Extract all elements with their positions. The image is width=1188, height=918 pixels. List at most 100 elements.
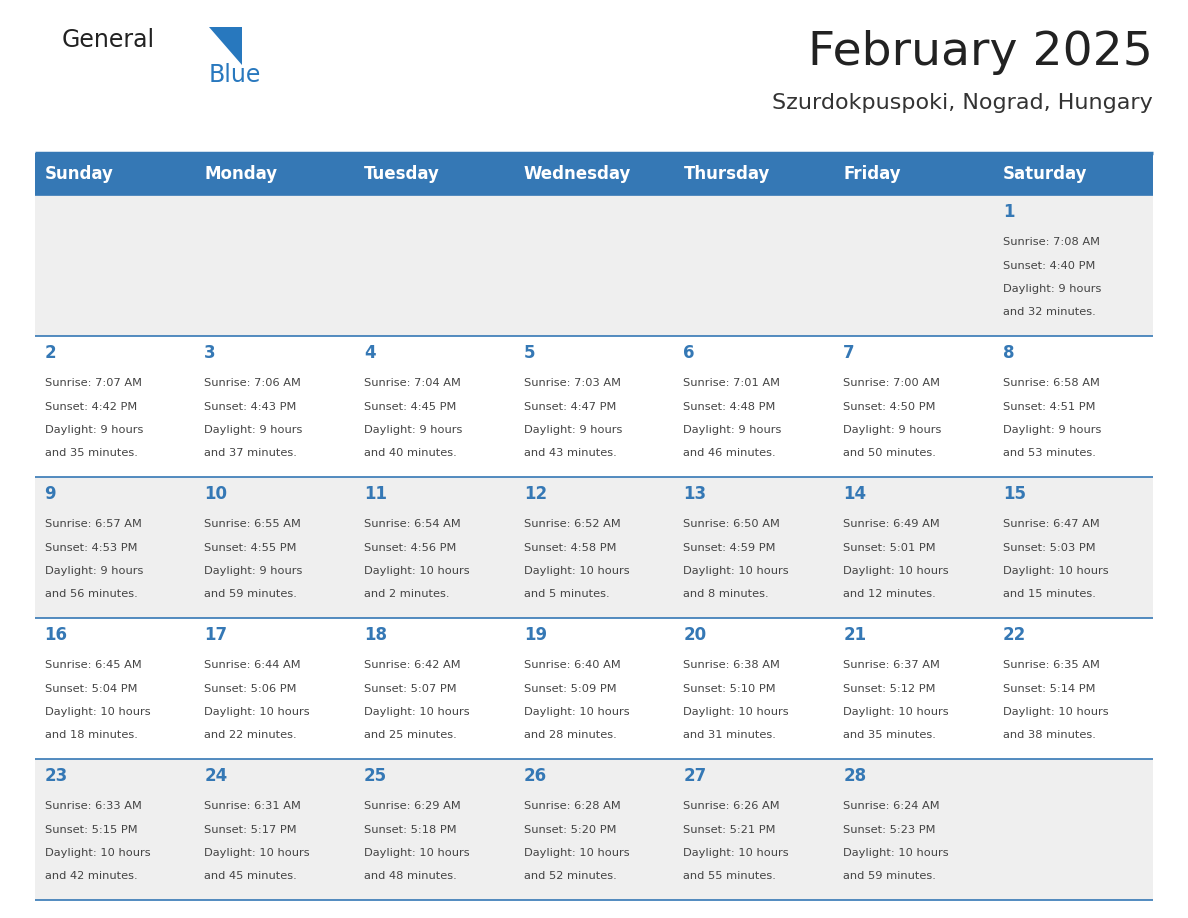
Text: and 52 minutes.: and 52 minutes. — [524, 871, 617, 881]
Text: Tuesday: Tuesday — [364, 165, 440, 183]
Text: Sunset: 5:21 PM: Sunset: 5:21 PM — [683, 824, 776, 834]
Bar — [34, 153, 195, 195]
Text: Daylight: 10 hours: Daylight: 10 hours — [683, 707, 789, 717]
Text: 2: 2 — [45, 344, 56, 363]
Text: 23: 23 — [45, 767, 68, 786]
Bar — [514, 153, 674, 195]
Text: Sunrise: 7:08 AM: Sunrise: 7:08 AM — [1003, 237, 1100, 247]
Text: Sunrise: 7:06 AM: Sunrise: 7:06 AM — [204, 378, 302, 388]
Text: Sunrise: 6:26 AM: Sunrise: 6:26 AM — [683, 801, 781, 812]
Bar — [993, 618, 1154, 759]
Text: Sunrise: 7:04 AM: Sunrise: 7:04 AM — [364, 378, 461, 388]
Text: Sunrise: 6:28 AM: Sunrise: 6:28 AM — [524, 801, 620, 812]
Text: and 35 minutes.: and 35 minutes. — [45, 448, 138, 458]
Text: Szurdokpuspoki, Nograd, Hungary: Szurdokpuspoki, Nograd, Hungary — [772, 93, 1154, 113]
Text: Sunset: 4:45 PM: Sunset: 4:45 PM — [364, 401, 456, 411]
Text: Sunrise: 6:58 AM: Sunrise: 6:58 AM — [1003, 378, 1100, 388]
Bar — [993, 195, 1154, 336]
Text: and 31 minutes.: and 31 minutes. — [683, 730, 776, 740]
Text: and 28 minutes.: and 28 minutes. — [524, 730, 617, 740]
Text: Daylight: 10 hours: Daylight: 10 hours — [524, 565, 630, 576]
Bar — [354, 153, 514, 195]
Text: Sunset: 5:01 PM: Sunset: 5:01 PM — [843, 543, 936, 553]
Text: 5: 5 — [524, 344, 536, 363]
Text: and 18 minutes.: and 18 minutes. — [45, 730, 138, 740]
Bar — [354, 759, 514, 900]
Bar — [834, 618, 993, 759]
Text: and 12 minutes.: and 12 minutes. — [843, 589, 936, 599]
Text: Daylight: 9 hours: Daylight: 9 hours — [45, 565, 143, 576]
Text: Sunrise: 7:00 AM: Sunrise: 7:00 AM — [843, 378, 940, 388]
Text: Sunrise: 6:40 AM: Sunrise: 6:40 AM — [524, 660, 620, 670]
Text: and 22 minutes.: and 22 minutes. — [204, 730, 297, 740]
Bar — [514, 477, 674, 618]
Text: 15: 15 — [1003, 486, 1026, 503]
Text: Sunset: 5:10 PM: Sunset: 5:10 PM — [683, 684, 776, 694]
Text: Sunset: 5:14 PM: Sunset: 5:14 PM — [1003, 684, 1095, 694]
Bar — [195, 759, 354, 900]
Text: Sunset: 5:12 PM: Sunset: 5:12 PM — [843, 684, 936, 694]
Text: and 32 minutes.: and 32 minutes. — [1003, 308, 1095, 317]
Text: Daylight: 10 hours: Daylight: 10 hours — [1003, 707, 1108, 717]
Text: 19: 19 — [524, 626, 546, 644]
Text: and 45 minutes.: and 45 minutes. — [204, 871, 297, 881]
Text: Daylight: 10 hours: Daylight: 10 hours — [364, 848, 469, 857]
Text: Sunset: 4:47 PM: Sunset: 4:47 PM — [524, 401, 617, 411]
Bar — [354, 618, 514, 759]
Text: and 25 minutes.: and 25 minutes. — [364, 730, 456, 740]
Text: Sunset: 4:55 PM: Sunset: 4:55 PM — [204, 543, 297, 553]
Text: Sunrise: 6:54 AM: Sunrise: 6:54 AM — [364, 520, 461, 530]
Text: Sunrise: 6:45 AM: Sunrise: 6:45 AM — [45, 660, 141, 670]
Text: and 46 minutes.: and 46 minutes. — [683, 448, 776, 458]
Text: Daylight: 10 hours: Daylight: 10 hours — [843, 848, 949, 857]
Text: and 5 minutes.: and 5 minutes. — [524, 589, 609, 599]
Polygon shape — [209, 27, 242, 65]
Bar — [195, 618, 354, 759]
Text: Sunset: 5:17 PM: Sunset: 5:17 PM — [204, 824, 297, 834]
Text: Daylight: 10 hours: Daylight: 10 hours — [1003, 565, 1108, 576]
Text: Daylight: 10 hours: Daylight: 10 hours — [843, 707, 949, 717]
Text: Sunset: 4:48 PM: Sunset: 4:48 PM — [683, 401, 776, 411]
Text: Friday: Friday — [843, 165, 901, 183]
Text: Sunset: 5:09 PM: Sunset: 5:09 PM — [524, 684, 617, 694]
Text: 21: 21 — [843, 626, 866, 644]
Bar — [195, 336, 354, 477]
Text: Sunrise: 6:49 AM: Sunrise: 6:49 AM — [843, 520, 940, 530]
Bar — [34, 618, 195, 759]
Bar — [354, 477, 514, 618]
Bar — [514, 336, 674, 477]
Bar — [514, 195, 674, 336]
Text: and 56 minutes.: and 56 minutes. — [45, 589, 138, 599]
Bar — [834, 195, 993, 336]
Text: 28: 28 — [843, 767, 866, 786]
Text: Sunrise: 6:38 AM: Sunrise: 6:38 AM — [683, 660, 781, 670]
Text: 3: 3 — [204, 344, 216, 363]
Text: Sunset: 5:20 PM: Sunset: 5:20 PM — [524, 824, 617, 834]
Text: Sunset: 5:18 PM: Sunset: 5:18 PM — [364, 824, 456, 834]
Text: Daylight: 10 hours: Daylight: 10 hours — [204, 848, 310, 857]
Text: 26: 26 — [524, 767, 546, 786]
Text: 18: 18 — [364, 626, 387, 644]
Text: Sunset: 5:07 PM: Sunset: 5:07 PM — [364, 684, 456, 694]
Text: Daylight: 10 hours: Daylight: 10 hours — [683, 848, 789, 857]
Text: General: General — [62, 28, 156, 52]
Text: Daylight: 9 hours: Daylight: 9 hours — [204, 425, 303, 435]
Text: Sunrise: 6:29 AM: Sunrise: 6:29 AM — [364, 801, 461, 812]
Text: 25: 25 — [364, 767, 387, 786]
Text: Sunset: 4:51 PM: Sunset: 4:51 PM — [1003, 401, 1095, 411]
Text: Daylight: 10 hours: Daylight: 10 hours — [45, 848, 150, 857]
Text: Daylight: 9 hours: Daylight: 9 hours — [364, 425, 462, 435]
Text: Daylight: 9 hours: Daylight: 9 hours — [524, 425, 623, 435]
Text: Wednesday: Wednesday — [524, 165, 631, 183]
Bar — [674, 153, 834, 195]
Text: Sunrise: 7:07 AM: Sunrise: 7:07 AM — [45, 378, 141, 388]
Text: and 2 minutes.: and 2 minutes. — [364, 589, 449, 599]
Text: Saturday: Saturday — [1003, 165, 1087, 183]
Bar — [34, 336, 195, 477]
Text: Sunrise: 6:31 AM: Sunrise: 6:31 AM — [204, 801, 302, 812]
Text: and 53 minutes.: and 53 minutes. — [1003, 448, 1095, 458]
Text: 27: 27 — [683, 767, 707, 786]
Text: and 8 minutes.: and 8 minutes. — [683, 589, 769, 599]
Text: and 59 minutes.: and 59 minutes. — [204, 589, 297, 599]
Text: and 15 minutes.: and 15 minutes. — [1003, 589, 1095, 599]
